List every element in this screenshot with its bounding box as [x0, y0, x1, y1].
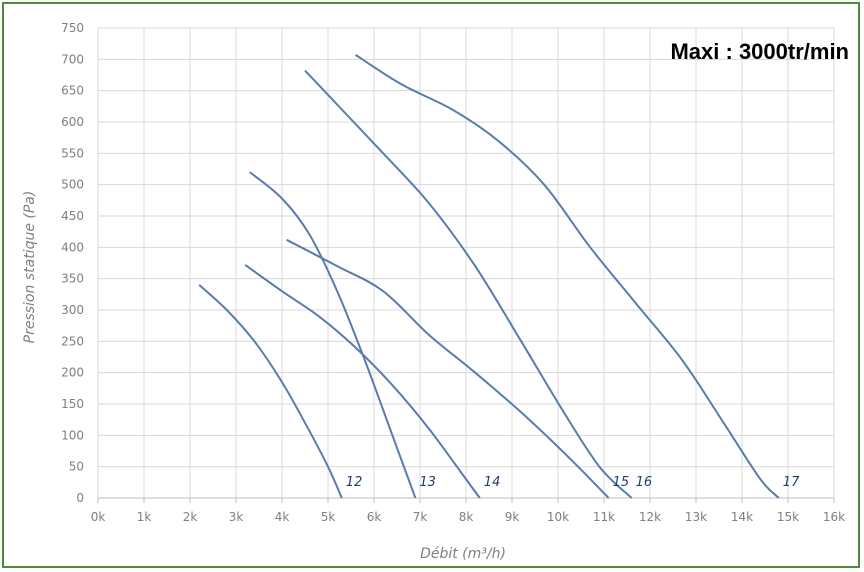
y-tick-label-10: 500 [61, 178, 84, 192]
x-tick-labels: 0k 1k 2k 3k 4k 5k 6k 7k 8k 9k 10k 11k 12k 13k 14k 15k 16… [91, 510, 845, 524]
x-tick-label-1: 1k [137, 510, 152, 524]
y-tick-label-3: 150 [61, 397, 84, 411]
y-tick-label-14: 700 [61, 52, 84, 66]
y-tick-label-7: 350 [61, 272, 84, 286]
curve-16 [304, 69, 633, 499]
curve-label-17: 17 [783, 475, 800, 490]
x-tick-label-8: 8k [459, 510, 474, 524]
y-tick-label-8: 400 [61, 240, 84, 254]
x-tick-label-13: 13k [685, 510, 707, 524]
y-tick-label-13: 650 [61, 84, 84, 98]
curve-15 [286, 238, 610, 499]
x-tick-label-5: 5k [321, 510, 336, 524]
y-tick-label-4: 200 [61, 366, 84, 380]
curve-label-13: 13 [419, 475, 436, 490]
y-tick-label-1: 50 [69, 460, 84, 474]
y-tick-labels: 0 50 100 150 200 250 300 350 400 450 500 550 600 650 7… [61, 21, 84, 505]
x-tick-label-4: 4k [275, 510, 290, 524]
x-axis-label: Débit (m³/h) [420, 546, 506, 562]
curve-17 [355, 54, 780, 499]
y-tick-label-5: 250 [61, 334, 84, 348]
x-tick-label-7: 7k [413, 510, 428, 524]
y-tick-label-11: 550 [61, 146, 84, 160]
y-tick-label-15: 750 [61, 21, 84, 35]
x-tick-label-14: 14k [731, 510, 753, 524]
y-tick-label-12: 600 [61, 115, 84, 129]
y-tick-label-9: 450 [61, 209, 84, 223]
x-tick-label-16: 16k [823, 510, 845, 524]
series [198, 54, 780, 499]
axes [97, 497, 835, 503]
curve-14 [244, 264, 481, 499]
x-tick-label-10: 10k [547, 510, 569, 524]
curve-13 [249, 171, 417, 499]
grid [97, 27, 835, 499]
y-tick-label-6: 300 [61, 303, 84, 317]
x-tick-label-11: 11k [593, 510, 615, 524]
y-tick-label-0: 0 [76, 491, 84, 505]
x-tick-label-2: 2k [183, 510, 198, 524]
x-tick-label-0: 0k [91, 510, 106, 524]
chart-title: Maxi : 3000tr/min [670, 39, 849, 64]
x-tick-label-3: 3k [229, 510, 244, 524]
x-tick-label-9: 9k [505, 510, 520, 524]
chart-svg: 0k 1k 2k 3k 4k 5k 6k 7k 8k 9k 10k 11k 12k 13k 14k 15k 16… [22, 21, 849, 562]
curve-label-12: 12 [346, 475, 363, 490]
y-tick-label-2: 100 [61, 428, 84, 442]
x-tick-label-15: 15k [777, 510, 799, 524]
curve-label-14: 14 [484, 475, 501, 490]
x-tick-label-12: 12k [639, 510, 661, 524]
curve-12 [198, 284, 343, 499]
curve-label-16: 16 [636, 475, 653, 490]
y-axis-label: Pression statique (Pa) [22, 191, 38, 344]
curve-labels: 12 13 14 15 16 17 [346, 475, 800, 490]
x-tick-label-6: 6k [367, 510, 382, 524]
curve-label-15: 15 [613, 475, 630, 490]
